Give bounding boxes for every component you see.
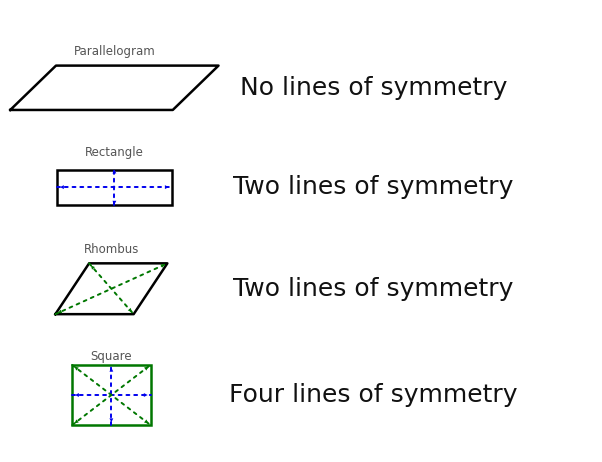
Text: Two lines of symmetry: Two lines of symmetry (233, 175, 514, 199)
Text: Rectangle: Rectangle (85, 146, 144, 159)
Text: Two lines of symmetry: Two lines of symmetry (233, 277, 514, 301)
Text: Parallelogram: Parallelogram (73, 45, 155, 58)
Text: No lines of symmetry: No lines of symmetry (240, 76, 507, 100)
Text: Rhombus: Rhombus (84, 243, 139, 256)
Text: Square: Square (90, 350, 132, 363)
Bar (72, 365, 150, 425)
Text: Four lines of symmetry: Four lines of symmetry (229, 383, 518, 407)
Bar (57, 170, 172, 205)
